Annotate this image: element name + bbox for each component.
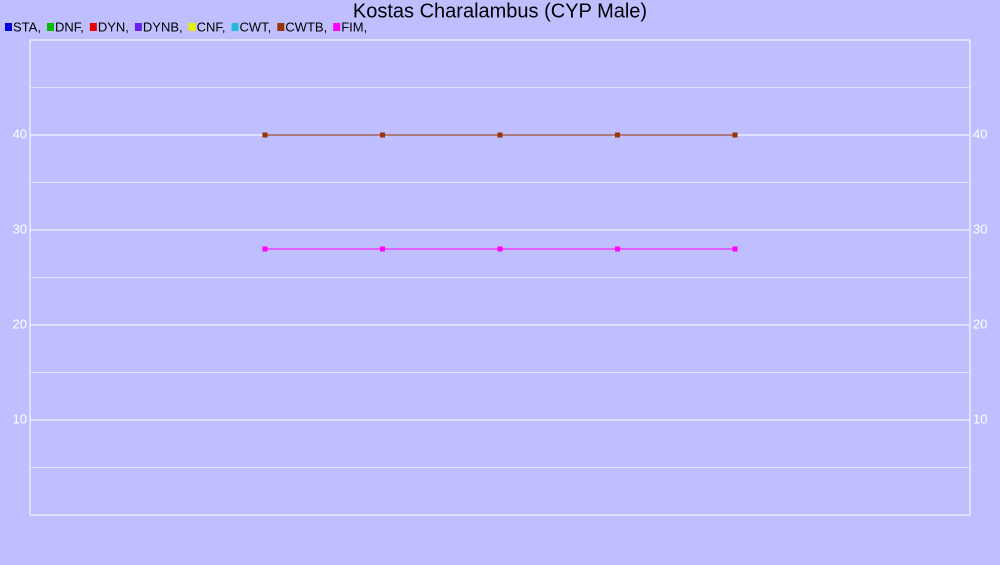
point-marker	[380, 246, 385, 252]
point-marker	[380, 132, 385, 138]
legend-label: STA,	[13, 19, 41, 34]
legend-swatch	[188, 23, 196, 31]
legend-label: DYN,	[98, 19, 129, 34]
legend-swatch	[231, 23, 239, 31]
point-marker	[615, 132, 620, 138]
legend-label: CNF,	[197, 19, 226, 34]
y2-tick-label: 10	[973, 411, 987, 426]
y2-tick-label: 20	[973, 316, 987, 331]
y2-tick-label: 30	[973, 221, 987, 236]
legend-swatch	[277, 23, 285, 31]
legend-label: CWTB,	[285, 19, 327, 34]
legend-swatch	[134, 23, 142, 31]
legend-label: DNF,	[55, 19, 84, 34]
legend-swatch	[46, 23, 54, 31]
legend-swatch	[333, 23, 341, 31]
point-marker	[732, 132, 738, 138]
y-tick-label: 30	[13, 221, 27, 236]
y-tick-label: 20	[13, 316, 27, 331]
point-marker	[262, 246, 268, 252]
legend-label: CWT,	[240, 19, 272, 34]
legend-label: DYNB,	[143, 19, 183, 34]
point-marker	[497, 132, 503, 138]
point-marker	[732, 246, 738, 252]
point-marker	[497, 246, 503, 252]
point-marker	[262, 132, 268, 138]
y-tick-label: 10	[13, 411, 27, 426]
legend-label: FIM,	[341, 19, 367, 34]
point-marker	[615, 246, 620, 252]
y-tick-label: 40	[13, 126, 27, 141]
chart-title: Kostas Charalambus (CYP Male)	[353, 0, 647, 22]
y2-tick-label: 40	[973, 126, 987, 141]
legend-swatch	[5, 23, 12, 31]
legend-swatch	[89, 23, 97, 31]
